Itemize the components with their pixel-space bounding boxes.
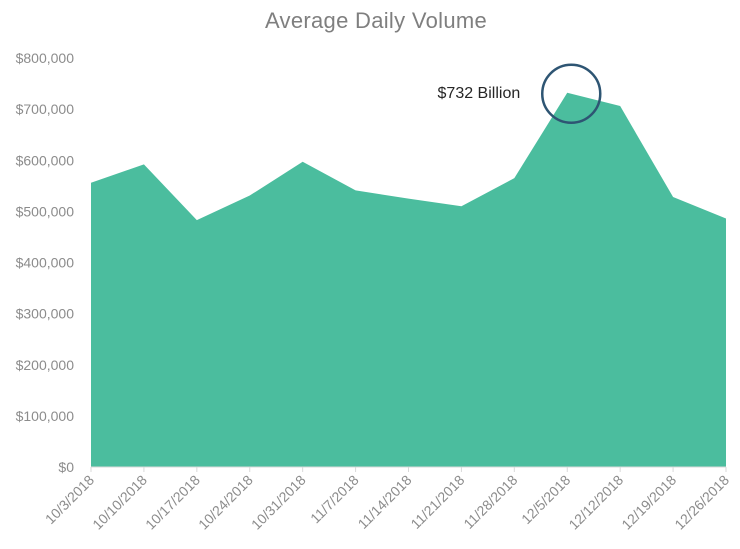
- y-tick-label: $100,000: [16, 408, 75, 424]
- x-tick-label: 10/31/2018: [248, 472, 309, 533]
- x-tick-label: 11/14/2018: [354, 472, 414, 532]
- x-tick-label: 10/17/2018: [142, 472, 203, 533]
- y-tick-label: $600,000: [16, 152, 75, 168]
- y-axis-ticks: $0 $100,000 $200,000 $300,000 $400,000 $500,0…: [16, 50, 75, 475]
- y-tick-label: $200,000: [16, 357, 75, 373]
- y-tick-label: $300,000: [16, 306, 75, 322]
- annotation-label: $732 Billion: [438, 85, 521, 102]
- x-tick-label: 10/3/2018: [42, 472, 98, 528]
- x-tick-label: 12/26/2018: [671, 472, 732, 533]
- y-tick-label: $0: [58, 459, 74, 475]
- series-area: [91, 92, 726, 467]
- chart-title: Average Daily Volume: [264, 8, 488, 33]
- annotation-circle: [541, 63, 602, 125]
- x-tick-label: 10/24/2018: [195, 472, 256, 533]
- x-tick-label: 11/21/2018: [407, 472, 467, 532]
- y-tick-label: $800,000: [16, 50, 75, 66]
- x-tick-label: 12/19/2018: [618, 472, 679, 533]
- x-tick-label: 12/5/2018: [518, 472, 574, 528]
- x-tick-label: 11/7/2018: [307, 472, 362, 527]
- x-tick-label: 11/28/2018: [460, 472, 520, 532]
- y-tick-label: $700,000: [16, 101, 75, 117]
- x-tick-label: 10/10/2018: [89, 472, 150, 533]
- y-tick-label: $500,000: [16, 203, 75, 219]
- x-axis-ticks: 10/3/201810/10/201810/17/201810/24/20181…: [42, 467, 732, 533]
- x-tick-label: 12/12/2018: [565, 472, 626, 533]
- y-tick-label: $400,000: [16, 255, 75, 271]
